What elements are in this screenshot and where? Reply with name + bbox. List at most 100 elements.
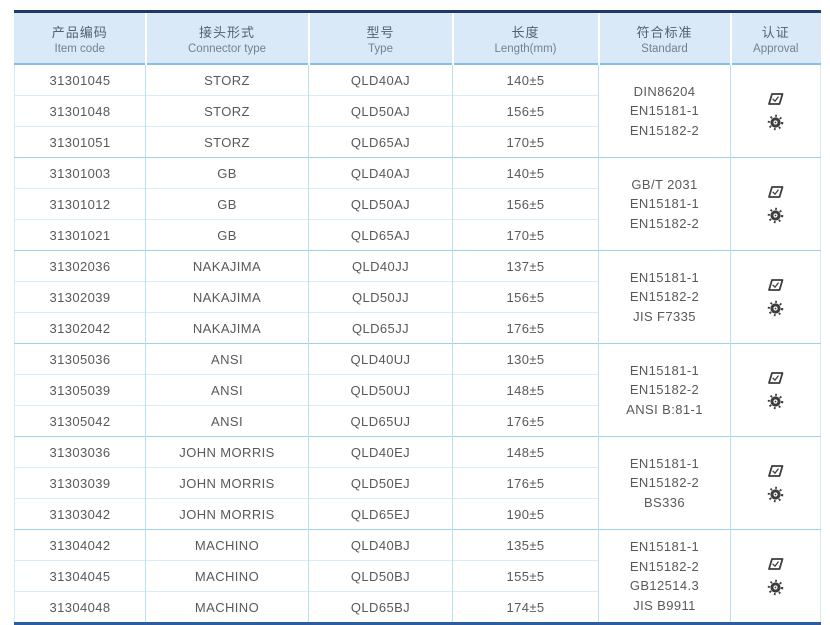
length-cell: 155±5 xyxy=(452,560,599,592)
table-row: 31302039 NAKAJIMA QLD50JJ 156±5 xyxy=(14,281,821,313)
length-cell: 148±5 xyxy=(452,374,599,406)
certificate-stamp-icon xyxy=(768,93,784,105)
item-code-cell: 31304042 xyxy=(49,537,111,553)
length-cell: 170±5 xyxy=(452,219,599,251)
standard-line: EN15181-1 xyxy=(629,455,700,471)
length-cell: 174±5 xyxy=(452,591,599,624)
column-header-item-code: 产品编码 Item code xyxy=(14,11,146,64)
length-cell: 156±5 xyxy=(452,95,599,127)
connector-type-cell: MACHINO xyxy=(145,560,309,592)
type-cell: QLD65AJ xyxy=(308,219,453,251)
standard-cell: GB/T 2031 EN15181-1 EN15182-2 xyxy=(598,157,731,251)
certificate-stamp-icon xyxy=(768,372,784,384)
item-code-cell: 31301003 xyxy=(49,165,111,181)
type-cell: QLD40AJ xyxy=(308,64,453,96)
table-row: 31304042 MACHINO QLD40BJ 135±5 EN15181-1 EN15… xyxy=(15,529,821,624)
length-cell: 190±5 xyxy=(452,498,599,530)
column-header-label-zh: 型号 xyxy=(366,24,395,40)
column-header-label-en: Connector type xyxy=(188,42,266,55)
type-cell: QLD40JJ xyxy=(308,250,453,282)
standard-line: JIS B9911 xyxy=(633,597,696,613)
table-row: 31301045 STORZ QLD40AJ 140±5 DIN86204 EN15181… xyxy=(15,64,821,158)
product-group: 31305036 ANSI QLD40UJ 130±5 EN15181-1 EN15182… xyxy=(14,343,821,437)
type-cell: QLD65AJ xyxy=(308,126,453,158)
product-table: 产品编码 Item code 接头形式 Connector type 型号 Ty… xyxy=(14,10,821,625)
type-cell: QLD65BJ xyxy=(308,591,453,624)
table-row: 31303036 JOHN MORRIS QLD40EJ 148±5 EN15181-1… xyxy=(15,436,821,530)
approval-icons xyxy=(732,91,819,131)
column-header-label-zh: 产品编码 xyxy=(51,24,108,40)
approval-cell xyxy=(730,343,821,437)
standard-cell: EN15181-1 EN15182-2 ANSI B:81-1 xyxy=(598,343,731,437)
approval-cell xyxy=(730,250,821,344)
type-cell: QLD50UJ xyxy=(308,374,453,406)
column-header-type: 型号 Type xyxy=(307,11,453,64)
item-code-cell: 31302042 xyxy=(14,312,146,344)
standard-line: EN15181-1 xyxy=(629,269,700,285)
type-cell: QLD50AJ xyxy=(308,188,453,220)
length-cell: 176±5 xyxy=(452,312,599,344)
table-row: 31302036 NAKAJIMA QLD40JJ 137±5 EN15181-1 EN1… xyxy=(15,250,821,344)
item-code-cell: 31305036 xyxy=(49,351,111,367)
approval-cell xyxy=(730,436,821,530)
product-group: 31301003 GB QLD40AJ 140±5 GB/T 2031 EN15181-1… xyxy=(14,157,821,251)
certificate-stamp-icon xyxy=(768,558,784,570)
connector-type-cell: NAKAJIMA xyxy=(145,312,309,344)
item-code-cell: 31304045 xyxy=(14,560,146,592)
item-code-cell: 31301045 xyxy=(49,72,111,88)
column-header-approval: 认证 Approval xyxy=(729,11,821,64)
item-code-cell: 31302036 xyxy=(49,258,111,274)
product-group: 31303036 JOHN MORRIS QLD40EJ 148±5 EN15181-1… xyxy=(14,436,821,530)
length-cell: 137±5 xyxy=(452,250,599,282)
connector-type-cell: GB xyxy=(145,157,309,189)
table-row: 31301021 GB QLD65AJ 170±5 xyxy=(14,219,821,251)
connector-type-cell: MACHINO xyxy=(145,591,309,624)
item-code-cell: 31303036 xyxy=(49,444,111,460)
standard-line: EN15181-1 xyxy=(629,103,700,119)
table-row: 31305042 ANSI QLD65UJ 176±5 xyxy=(14,405,821,437)
product-group: 31302036 NAKAJIMA QLD40JJ 137±5 EN15181-1 EN1… xyxy=(14,250,821,344)
connector-type-cell: GB xyxy=(145,188,309,220)
column-header-standard: 符合标准 Standard xyxy=(597,11,731,64)
type-cell: QLD50BJ xyxy=(308,560,453,592)
table-row: 31303039 JOHN MORRIS QLD50EJ 176±5 xyxy=(14,467,821,499)
standard-line: EN15181-1 xyxy=(629,362,700,378)
header-row: 产品编码 Item code 接头形式 Connector type 型号 Ty… xyxy=(14,11,821,64)
table-row: 31305039 ANSI QLD50UJ 148±5 xyxy=(14,374,821,406)
column-header-label-zh: 认证 xyxy=(761,24,790,40)
column-header-label-en: Item code xyxy=(54,42,106,55)
table-row: 31302042 NAKAJIMA QLD65JJ 176±5 xyxy=(14,312,821,344)
approval-icons xyxy=(732,463,819,503)
table-row: 31301051 STORZ QLD65AJ 170±5 xyxy=(14,126,821,158)
table-row: 31301012 GB QLD50AJ 156±5 xyxy=(14,188,821,220)
type-cell: QLD50JJ xyxy=(308,281,453,313)
type-cell: QLD40BJ xyxy=(308,529,453,561)
column-header-label-zh: 长度 xyxy=(511,24,540,40)
approval-cell xyxy=(730,64,821,158)
product-table-wrap: 产品编码 Item code 接头形式 Connector type 型号 Ty… xyxy=(14,10,821,625)
connector-type-cell: JOHN MORRIS xyxy=(145,498,309,530)
product-group: 31301045 STORZ QLD40AJ 140±5 DIN86204 EN15181… xyxy=(14,64,821,158)
connector-type-cell: ANSI xyxy=(145,374,309,406)
column-header-label-zh: 接头形式 xyxy=(198,24,255,40)
item-code-cell: 31304048 xyxy=(14,591,146,624)
catalog-page: 产品编码 Item code 接头形式 Connector type 型号 Ty… xyxy=(14,10,821,625)
connector-type-cell: ANSI xyxy=(145,343,309,375)
connector-type-cell: STORZ xyxy=(145,126,309,158)
standard-line: EN15182-2 xyxy=(629,215,700,231)
standard-line: ANSI B:81-1 xyxy=(626,401,703,417)
length-cell: 176±5 xyxy=(452,467,599,499)
standard-line: EN15181-1 xyxy=(629,539,700,554)
connector-type-cell: MACHINO xyxy=(145,529,309,561)
column-header-length: 长度 Length(mm) xyxy=(451,11,599,64)
type-cell: QLD50AJ xyxy=(308,95,453,127)
length-cell: 135±5 xyxy=(452,529,599,561)
wheelmark-icon xyxy=(767,300,784,317)
column-header-label-en: Type xyxy=(368,42,393,55)
standard-cell: EN15181-1 EN15182-2 BS336 xyxy=(598,436,731,530)
length-cell: 170±5 xyxy=(452,126,599,158)
column-header-connector-type: 接头形式 Connector type xyxy=(144,11,309,64)
column-header-label-zh: 符合标准 xyxy=(636,24,693,40)
item-code-cell: 31301012 xyxy=(14,188,146,220)
approval-icons xyxy=(732,556,819,596)
